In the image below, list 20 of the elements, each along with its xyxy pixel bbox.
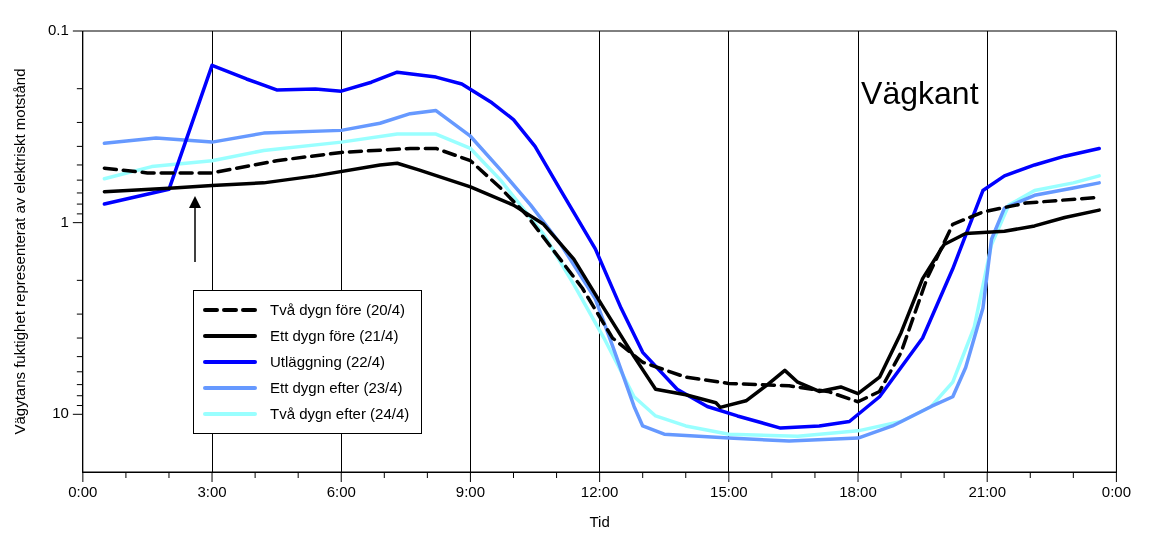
x-tick-label: 18:00 bbox=[839, 483, 877, 501]
legend-label: Ett dygn efter (23/4) bbox=[270, 378, 403, 398]
x-tick-label: 12:00 bbox=[580, 483, 619, 501]
annotation: Vägkant bbox=[861, 75, 979, 112]
y-tick-label: 1 bbox=[60, 212, 69, 230]
x-tick-label: 21:00 bbox=[968, 483, 1006, 501]
x-tick-label: 9:00 bbox=[455, 483, 486, 501]
legend-label: Två dygn efter (24/4) bbox=[270, 404, 410, 424]
y-axis-title: Vägytans fuktighet representerat av elektriskt motstånd bbox=[11, 68, 29, 435]
legend-label: Två dygn före (20/4) bbox=[270, 300, 406, 320]
x-tick-label: 0:00 bbox=[1101, 483, 1131, 501]
x-tick-label: 3:00 bbox=[197, 483, 227, 501]
x-tick-label: 15:00 bbox=[710, 483, 748, 501]
x-axis-title: Tid bbox=[589, 513, 610, 531]
legend-label: Utläggning (22/4) bbox=[270, 352, 386, 372]
legend-label: Ett dygn före (21/4) bbox=[270, 326, 399, 346]
x-tick-label: 6:00 bbox=[326, 483, 356, 501]
y-tick-label: 10 bbox=[52, 404, 69, 422]
y-tick-label: 0.1 bbox=[47, 21, 69, 39]
x-tick-label: 0:00 bbox=[68, 483, 98, 501]
